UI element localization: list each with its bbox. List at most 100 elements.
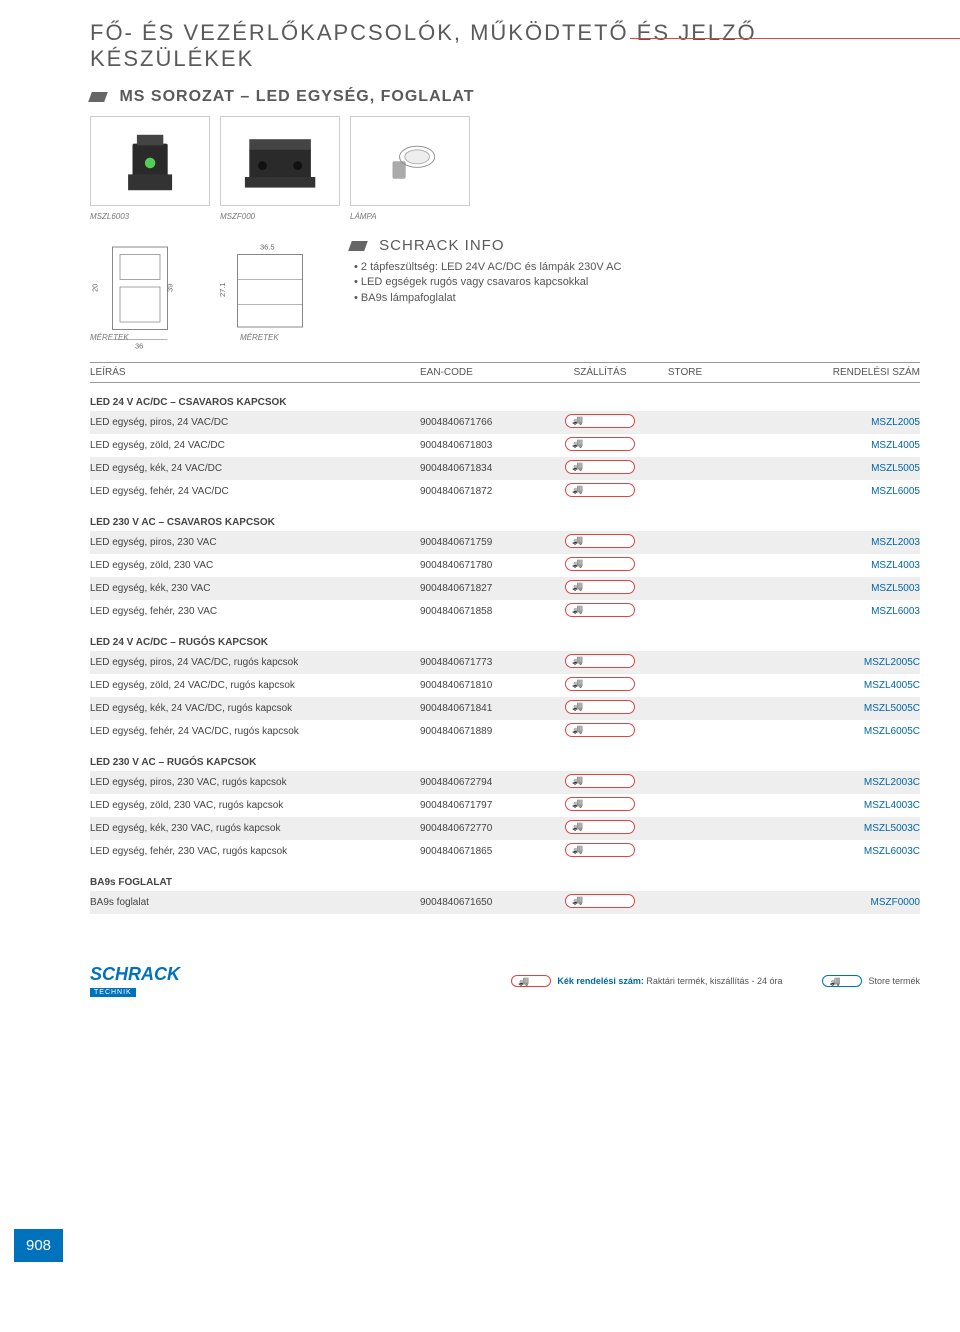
product-groups: LED 24 V AC/DC – CSAVAROS KAPCSOK LED egy…	[90, 397, 920, 914]
cell-ean: 9004840671797	[420, 800, 540, 811]
cell-ship	[540, 820, 660, 837]
cell-ship	[540, 774, 660, 791]
cart-icon	[822, 975, 862, 987]
product-row: LED egység, kék, 24 VAC/DC9004840671834 M…	[90, 457, 920, 480]
cell-order[interactable]: MSZL2003C	[710, 777, 920, 788]
product-row: LED egység, kék, 24 VAC/DC, rugós kapcso…	[90, 697, 920, 720]
truck-icon	[565, 580, 635, 594]
cell-ship	[540, 700, 660, 717]
caption-1: MSZL6003	[90, 212, 210, 221]
cell-desc: LED egység, kék, 24 VAC/DC	[90, 463, 420, 474]
group-title: BA9s FOGLALAT	[90, 877, 920, 888]
cell-ship	[540, 460, 660, 477]
th-order: RENDELÉSI SZÁM	[710, 367, 920, 378]
cell-ean: 9004840671827	[420, 583, 540, 594]
marker-icon	[88, 92, 108, 102]
cell-desc: LED egység, piros, 24 VAC/DC, rugós kapc…	[90, 657, 420, 668]
cell-desc: LED egység, zöld, 24 VAC/DC, rugós kapcs…	[90, 680, 420, 691]
marker-icon	[348, 241, 368, 251]
cell-order[interactable]: MSZL5005C	[710, 703, 920, 714]
cell-ean: 9004840671872	[420, 486, 540, 497]
truck-icon	[565, 843, 635, 857]
cell-ean: 9004840671803	[420, 440, 540, 451]
cell-order[interactable]: MSZL4005C	[710, 680, 920, 691]
dimension-drawing-1: 36 20 39	[90, 237, 190, 327]
product-image-row	[90, 116, 920, 206]
cell-desc: LED egység, piros, 230 VAC	[90, 537, 420, 548]
subtitle: MS SOROZAT – LED EGYSÉG, FOGLALAT	[90, 88, 920, 106]
dim-271: 27.1	[220, 282, 227, 297]
product-row: LED egység, zöld, 24 VAC/DC, rugós kapcs…	[90, 674, 920, 697]
meretek-label-2: MÉRETEK	[240, 333, 279, 342]
cell-order[interactable]: MSZL6003C	[710, 846, 920, 857]
truck-icon	[565, 437, 635, 451]
technical-row: 36 20 39 36.5 27.1 SCHRACK INFO 2 tápfes…	[90, 237, 920, 327]
product-image-1	[90, 116, 210, 206]
dimension-drawing-2: 36.5 27.1	[220, 237, 320, 327]
cell-ean: 9004840671759	[420, 537, 540, 548]
info-item: LED egségek rugós vagy csavaros kapcsokk…	[354, 275, 920, 290]
cell-ean: 9004840671766	[420, 417, 540, 428]
dim-365: 36.5	[260, 243, 275, 252]
truck-icon	[565, 677, 635, 691]
cell-order[interactable]: MSZL4005	[710, 440, 920, 451]
truck-icon	[565, 723, 635, 737]
subtitle-text: MS SOROZAT – LED EGYSÉG, FOGLALAT	[119, 88, 474, 105]
meretek-label-1: MÉRETEK	[90, 333, 190, 342]
cell-order[interactable]: MSZL6005C	[710, 726, 920, 737]
caption-row: MSZL6003 MSZF000 LÁMPA	[90, 212, 920, 221]
info-list: 2 tápfeszültség: LED 24V AC/DC és lámpák…	[350, 260, 920, 306]
cell-desc: LED egység, zöld, 230 VAC, rugós kapcsok	[90, 800, 420, 811]
cell-order[interactable]: MSZL2003	[710, 537, 920, 548]
product-row: LED egység, zöld, 230 VAC9004840671780MS…	[90, 554, 920, 577]
cell-desc: LED egység, piros, 230 VAC, rugós kapcso…	[90, 777, 420, 788]
logo-block: SCHRACK TECHNIK	[90, 964, 180, 997]
table-header: LEÍRÁS EAN-CODE SZÁLLÍTÁS STORE RENDELÉS…	[90, 362, 920, 383]
cell-order[interactable]: MSZL4003	[710, 560, 920, 571]
footer-note: Raktári termék, kiszállítás - 24 óra	[644, 976, 783, 986]
cell-ship	[540, 677, 660, 694]
group-title: LED 24 V AC/DC – RUGÓS KAPCSOK	[90, 637, 920, 648]
cell-ean: 9004840671834	[420, 463, 540, 474]
cell-order[interactable]: MSZL2005C	[710, 657, 920, 668]
truck-icon	[565, 654, 635, 668]
info-title-text: SCHRACK INFO	[379, 237, 504, 254]
cell-ean: 9004840671889	[420, 726, 540, 737]
product-row: LED egység, fehér, 230 VAC9004840671858M…	[90, 600, 920, 623]
info-item: BA9s lámpafoglalat	[354, 291, 920, 306]
cell-order[interactable]: MSZL2005	[710, 417, 920, 428]
cell-order[interactable]: MSZL6003	[710, 606, 920, 617]
cell-ean: 9004840672794	[420, 777, 540, 788]
cell-order[interactable]: MSZL5003	[710, 583, 920, 594]
cell-ean: 9004840671841	[420, 703, 540, 714]
cell-order[interactable]: MSZL6005	[710, 486, 920, 497]
cell-desc: LED egység, fehér, 230 VAC, rugós kapcso…	[90, 846, 420, 857]
cell-order[interactable]: MSZL5005	[710, 463, 920, 474]
cell-desc: LED egység, kék, 24 VAC/DC, rugós kapcso…	[90, 703, 420, 714]
cell-order[interactable]: MSZF0000	[710, 897, 920, 908]
cell-desc: LED egység, fehér, 24 VAC/DC, rugós kapc…	[90, 726, 420, 737]
cell-order[interactable]: MSZL5003C	[710, 823, 920, 834]
cell-ship	[540, 654, 660, 671]
group-title: LED 24 V AC/DC – CSAVAROS KAPCSOK	[90, 397, 920, 408]
cell-order[interactable]: MSZL4003C	[710, 800, 920, 811]
th-ship: SZÁLLÍTÁS	[540, 367, 660, 378]
cell-ship	[540, 414, 660, 431]
info-item: 2 tápfeszültség: LED 24V AC/DC és lámpák…	[354, 260, 920, 275]
cell-ean: 9004840671650	[420, 897, 540, 908]
truck-icon	[565, 534, 635, 548]
truck-icon	[565, 797, 635, 811]
truck-icon	[565, 774, 635, 788]
cell-ship	[540, 843, 660, 860]
product-image-2	[220, 116, 340, 206]
footer-note-block: Kék rendelési szám: Raktári termék, kisz…	[511, 975, 782, 987]
dim-20: 20	[91, 284, 100, 292]
product-row: LED egység, zöld, 230 VAC, rugós kapcsok…	[90, 794, 920, 817]
truck-icon	[565, 483, 635, 497]
cell-ship	[540, 894, 660, 911]
caption-2: MSZF000	[220, 212, 340, 221]
footer-right: Kék rendelési szám: Raktári termék, kisz…	[511, 975, 920, 987]
cell-ship	[540, 437, 660, 454]
caption-3: LÁMPA	[350, 212, 470, 221]
product-row: LED egység, kék, 230 VAC9004840671827MSZ…	[90, 577, 920, 600]
